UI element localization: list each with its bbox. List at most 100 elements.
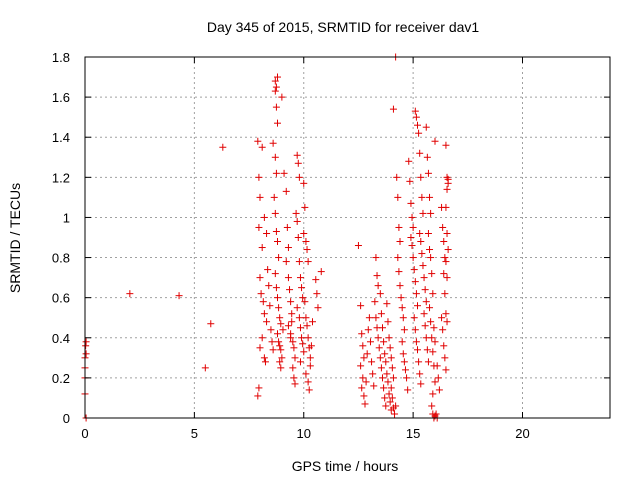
data-point bbox=[411, 107, 419, 115]
data-point bbox=[377, 364, 385, 372]
data-point bbox=[426, 246, 434, 254]
data-point bbox=[442, 366, 450, 374]
data-point bbox=[395, 268, 403, 276]
data-point bbox=[304, 334, 312, 342]
x-axis-ticks: 0 5 10 15 20 bbox=[81, 57, 530, 441]
data-point bbox=[275, 254, 283, 262]
data-point bbox=[312, 276, 320, 284]
data-point bbox=[424, 358, 432, 366]
data-point bbox=[278, 354, 286, 362]
data-point bbox=[421, 286, 429, 294]
data-point bbox=[444, 175, 452, 183]
data-point bbox=[400, 326, 408, 334]
data-point bbox=[443, 229, 451, 237]
data-point bbox=[443, 274, 451, 282]
data-point bbox=[277, 364, 285, 372]
data-point bbox=[415, 129, 423, 137]
data-point bbox=[255, 223, 263, 231]
y-tick-label: 0.4 bbox=[52, 331, 70, 346]
data-point bbox=[438, 314, 446, 322]
data-point bbox=[408, 242, 416, 250]
data-point bbox=[293, 151, 301, 159]
data-point bbox=[358, 330, 366, 338]
data-point bbox=[306, 354, 314, 362]
data-point bbox=[274, 119, 281, 127]
data-point bbox=[256, 193, 264, 201]
data-point bbox=[387, 354, 395, 362]
x-tick-label: 15 bbox=[406, 426, 420, 441]
data-point bbox=[271, 87, 279, 95]
data-point bbox=[404, 386, 412, 394]
data-point bbox=[294, 159, 302, 167]
data-point bbox=[255, 173, 263, 181]
data-point bbox=[389, 374, 397, 382]
plot-frame bbox=[84, 56, 611, 419]
data-point bbox=[417, 380, 425, 388]
data-point bbox=[381, 350, 389, 358]
data-point bbox=[302, 314, 310, 322]
data-point bbox=[295, 314, 303, 322]
data-point bbox=[357, 302, 365, 310]
data-point bbox=[275, 304, 283, 312]
data-point bbox=[300, 179, 308, 187]
data-point bbox=[288, 318, 296, 326]
data-point bbox=[380, 384, 388, 392]
data-point bbox=[82, 350, 90, 358]
data-point bbox=[289, 338, 297, 346]
data-point bbox=[260, 310, 268, 318]
data-point bbox=[376, 354, 384, 362]
data-point bbox=[293, 217, 301, 225]
data-point bbox=[374, 282, 382, 290]
data-point bbox=[258, 143, 266, 151]
data-point bbox=[419, 209, 427, 217]
data-point bbox=[287, 334, 295, 342]
data-point bbox=[295, 173, 303, 181]
data-point bbox=[380, 338, 388, 346]
data-point bbox=[286, 286, 294, 294]
data-point bbox=[372, 254, 380, 262]
data-point bbox=[418, 250, 426, 258]
data-point bbox=[306, 362, 314, 370]
data-point bbox=[365, 314, 373, 322]
data-point bbox=[272, 103, 280, 111]
data-point bbox=[418, 193, 426, 201]
x-tick-label: 5 bbox=[191, 426, 198, 441]
data-point bbox=[369, 370, 377, 378]
data-point bbox=[433, 362, 441, 370]
data-point bbox=[393, 173, 401, 181]
data-point bbox=[387, 384, 395, 392]
data-point bbox=[422, 298, 430, 306]
y-tick-label: 0 bbox=[63, 411, 70, 426]
data-point bbox=[392, 402, 400, 410]
data-point bbox=[408, 213, 416, 221]
data-point bbox=[440, 238, 448, 246]
data-point bbox=[256, 344, 264, 352]
data-point bbox=[429, 390, 437, 398]
data-point bbox=[417, 173, 425, 181]
data-point bbox=[269, 346, 277, 354]
data-point bbox=[268, 338, 276, 346]
data-point bbox=[305, 386, 313, 394]
data-point bbox=[364, 326, 372, 334]
data-point bbox=[409, 223, 417, 231]
data-point bbox=[292, 209, 300, 217]
data-point bbox=[442, 310, 450, 318]
data-point bbox=[276, 358, 284, 366]
data-point bbox=[416, 370, 424, 378]
data-point bbox=[431, 137, 439, 145]
data-point bbox=[294, 234, 302, 241]
data-point bbox=[272, 83, 280, 91]
data-point bbox=[439, 223, 447, 231]
data-point bbox=[375, 344, 383, 352]
data-point bbox=[271, 270, 279, 278]
y-tick-label: 1.8 bbox=[52, 50, 70, 65]
data-point bbox=[410, 314, 418, 322]
data-point bbox=[360, 392, 368, 400]
data-point bbox=[396, 238, 404, 246]
data-point bbox=[269, 139, 277, 147]
data-point bbox=[282, 187, 290, 195]
data-point bbox=[291, 380, 299, 388]
data-point bbox=[396, 282, 404, 290]
data-point bbox=[371, 298, 379, 306]
data-point bbox=[290, 374, 298, 382]
